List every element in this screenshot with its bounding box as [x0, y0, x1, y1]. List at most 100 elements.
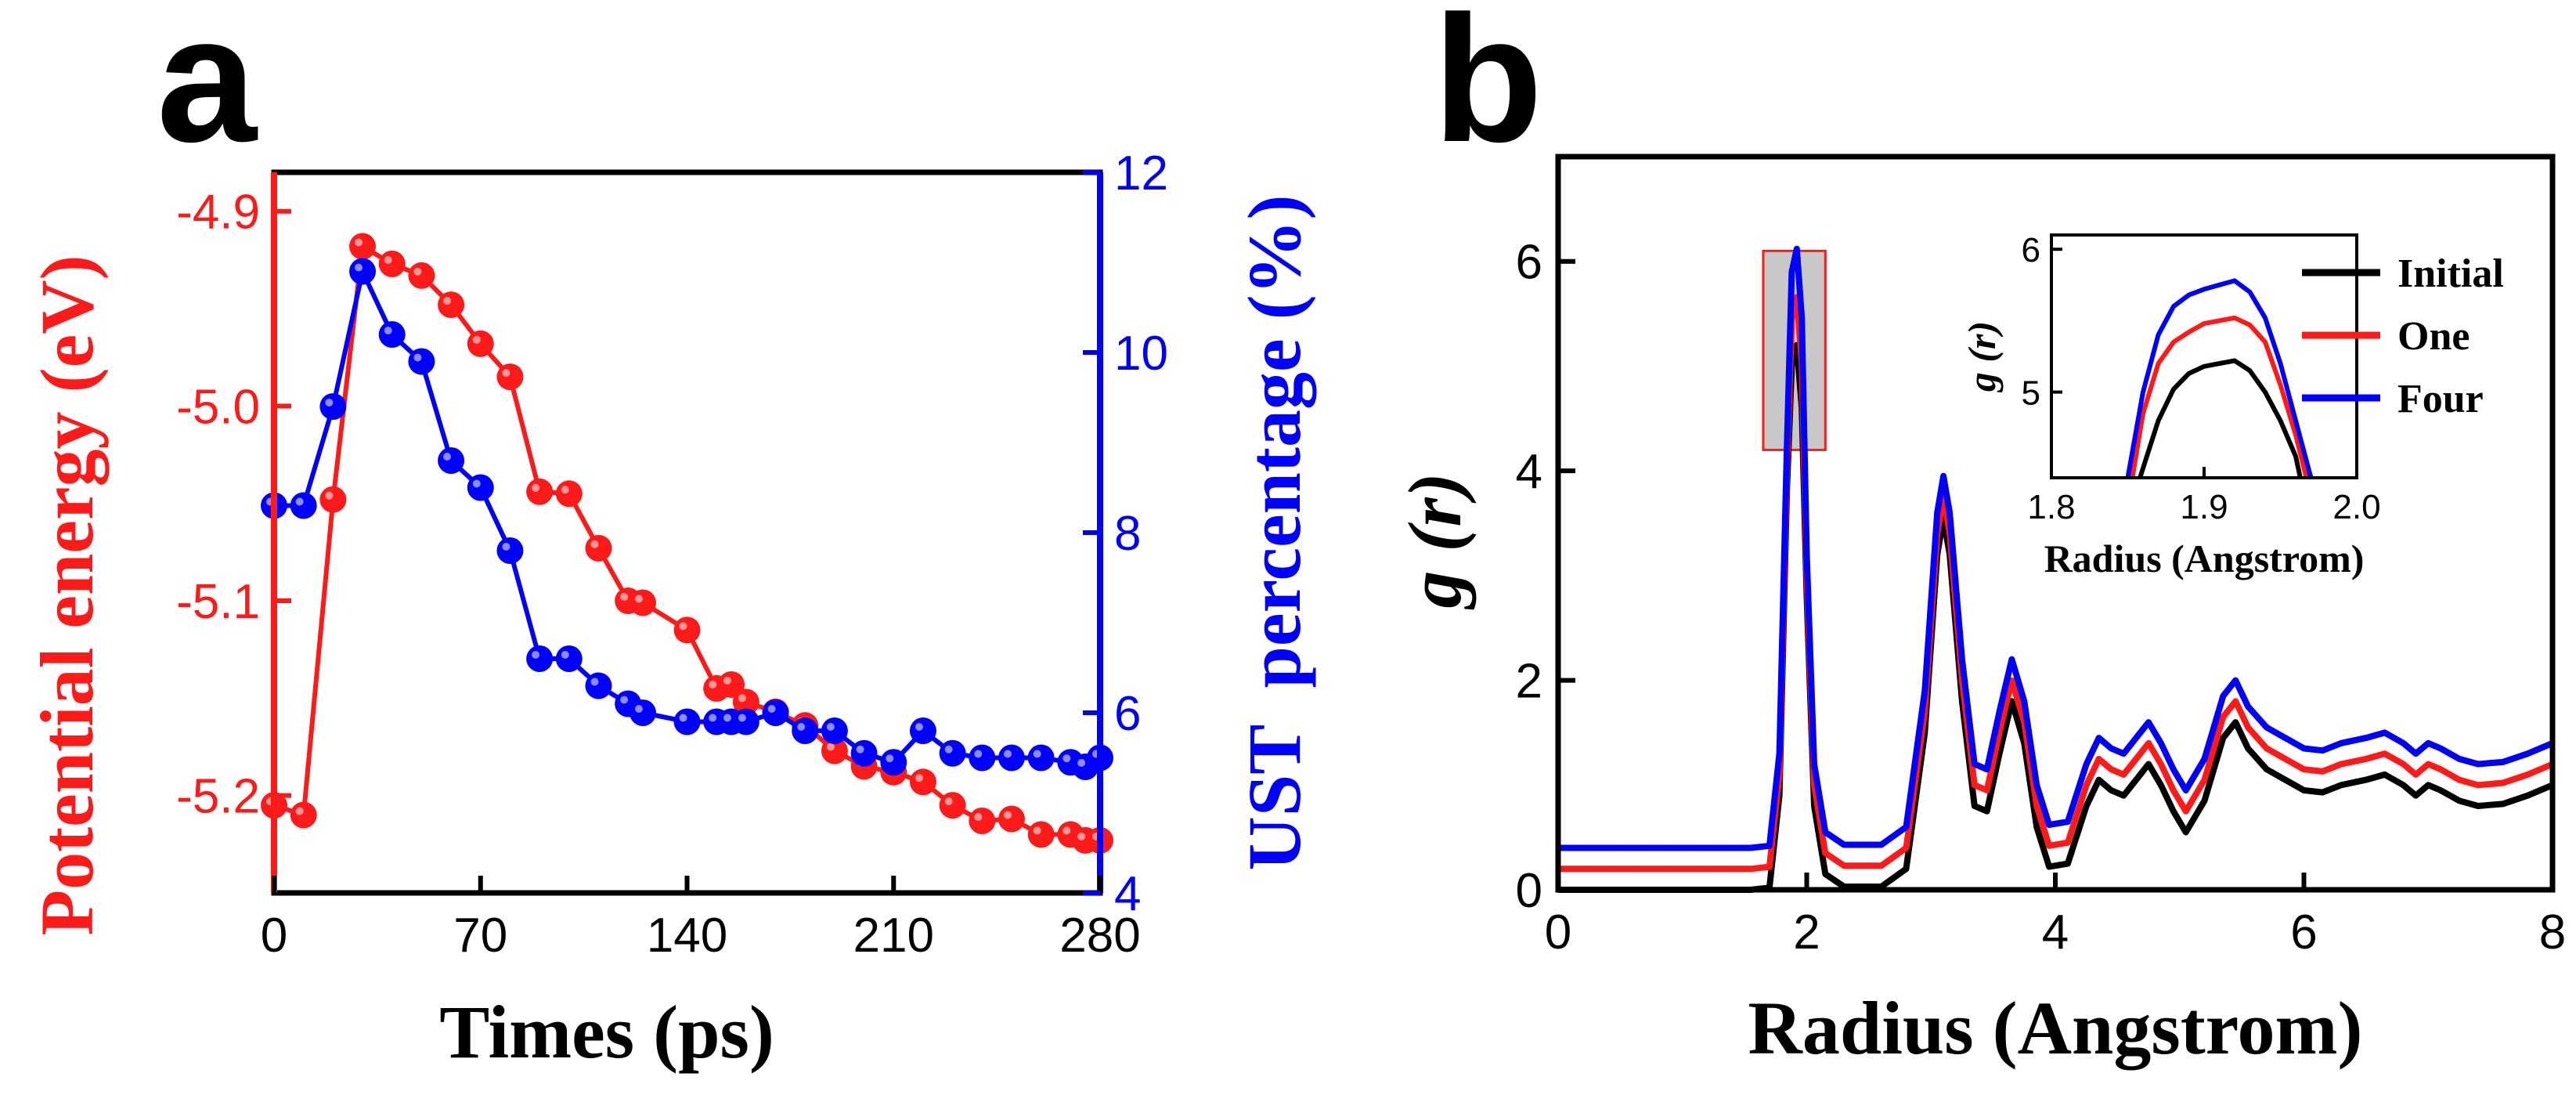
legend-label-one: One [2397, 314, 2470, 359]
ust-percentage-point-highlight [1063, 754, 1071, 763]
potential-energy-point-highlight [826, 743, 835, 751]
x-tick-label-280: 280 [1059, 909, 1140, 963]
legend-item-initial: Initial [2302, 251, 2504, 296]
ust-percentage-point-highlight [620, 696, 629, 704]
ust-percentage-point [319, 393, 347, 420]
ust-percentage-point [850, 739, 878, 767]
potential-energy-point [467, 330, 494, 357]
potential-energy-point-highlight [561, 486, 569, 494]
potential-energy-point-highlight [709, 680, 717, 688]
ust-percentage-point-highlight [679, 714, 687, 722]
panel-a-chart: 0 70 140 210 280 -5.2 -5.1 -5.0 -4.9 4 6 8 10 12 Time… [25, 146, 1316, 1074]
ust-percentage-point-highlight [1003, 750, 1012, 758]
ust-percentage-point [969, 744, 996, 772]
ust-percentage-point-highlight [709, 714, 717, 722]
panel-b-x-title: Radius (Angstrom) [1748, 986, 2363, 1070]
ust-percentage-point-highlight [944, 745, 953, 753]
potential-energy-point-highlight [1077, 832, 1086, 840]
ust-percentage-point-highlight [443, 453, 452, 461]
panel-a-frame [271, 169, 1103, 896]
potential-energy-point-highlight [532, 483, 540, 492]
potential-energy-point-highlight [472, 335, 481, 344]
potential-energy-point [909, 768, 936, 796]
ust-percentage-point [909, 717, 936, 744]
potential-energy-point [969, 808, 996, 834]
legend-item-one: One [2302, 314, 2470, 359]
ust-percentage-point-highlight [590, 678, 599, 686]
potential-energy-point-highlight [634, 594, 643, 603]
right-y-tick-label-6: 6 [1114, 687, 1141, 741]
ust-percentage-point-highlight [472, 479, 481, 488]
potential-energy-point [998, 805, 1025, 833]
legend: Initial One Four [2302, 251, 2504, 421]
ust-percentage-point [555, 645, 583, 672]
panel-a-label: a [157, 0, 258, 179]
right-y-tick-label-10: 10 [1114, 327, 1168, 381]
panel-b-ticks: 0 2 4 6 8 0 2 4 6 [1516, 236, 2567, 959]
b-x-tick-label-6: 6 [2290, 905, 2317, 959]
b-y-tick-label-4: 4 [1516, 445, 1542, 499]
panel-b-y-title: g (r) [1393, 472, 1477, 609]
panel-b-chart: 0 2 4 6 8 0 2 4 6 Radius (Angstrom) g (r) 1.8 1.9… [1393, 154, 2567, 1070]
ust-percentage-point-highlight [384, 327, 392, 334]
potential-energy-point [349, 233, 377, 260]
potential-energy-point-highlight [1063, 826, 1071, 835]
ust-percentage-point [629, 699, 656, 726]
inset-ticks: 1.8 1.9 2.0 5 6 [2022, 231, 2381, 526]
potential-energy-point [939, 792, 966, 819]
ust-percentage-point [408, 348, 435, 375]
ust-percentage-point-highlight [826, 723, 835, 731]
potential-energy-point [555, 480, 583, 508]
left-y-tick-label-5-2: -5.2 [176, 770, 260, 824]
ust-percentage-point-highlight [856, 745, 864, 753]
ust-percentage-point [792, 717, 819, 744]
potential-energy-point-highlight [620, 593, 629, 602]
right-y-tick-label-8: 8 [1114, 507, 1141, 561]
ust-percentage-point-highlight [767, 705, 776, 713]
ust-percentage-point-highlight [723, 714, 732, 722]
right-y-title-part-ust: UST [1232, 725, 1316, 871]
ust-percentage-point [762, 699, 789, 726]
ust-percentage-point-highlight [797, 723, 806, 731]
x-tick-label-140: 140 [647, 909, 727, 963]
potential-energy-point [496, 363, 524, 391]
x-tick-label-210: 210 [853, 909, 934, 963]
potential-energy-point [290, 801, 317, 829]
potential-energy-point-highlight [590, 540, 599, 548]
ust-percentage-point-highlight [355, 263, 363, 272]
potential-energy-point-highlight [502, 369, 511, 378]
potential-energy-point-highlight [723, 676, 732, 685]
ust-percentage-point-highlight [325, 399, 334, 407]
potential-energy-point [1027, 821, 1055, 848]
inset-x-tick-label-1-8: 1.8 [2027, 488, 2075, 526]
potential-energy-point [526, 478, 554, 505]
inset-y-tick-label-5: 5 [2022, 374, 2040, 413]
potential-energy-point [438, 291, 465, 319]
potential-energy-point-highlight [443, 297, 452, 305]
ust-percentage-point [467, 474, 494, 501]
ust-percentage-point [821, 717, 848, 744]
ust-percentage-point [496, 537, 524, 564]
potential-energy-point-highlight [915, 774, 923, 782]
b-y-tick-label-0: 0 [1516, 864, 1542, 918]
ust-percentage-point-highlight [738, 714, 746, 722]
inset-x-title: Radius (Angstrom) [2044, 537, 2365, 580]
left-y-tick-label-5-1: -5.1 [176, 575, 260, 629]
panel-a-data [261, 233, 1113, 854]
potential-energy-point-highlight [944, 797, 953, 806]
inset-y-title: g (r) [1960, 321, 2004, 392]
x-tick-label-0: 0 [261, 909, 287, 963]
left-y-tick-label-5: -5.0 [176, 380, 260, 434]
b-x-tick-label-8: 8 [2539, 905, 2566, 959]
potential-energy-point [378, 250, 406, 277]
inset-x-tick-label-2-0: 2.0 [2332, 488, 2380, 526]
ust-percentage-point [438, 447, 465, 474]
right-y-tick-label-12: 12 [1114, 146, 1168, 201]
inset-one-curve [2130, 315, 2309, 479]
ust-percentage-point [673, 708, 701, 735]
inset-chart: 1.8 1.9 2.0 5 6 Radius (Angstrom) g (r) [1960, 231, 2381, 580]
b-x-tick-label-0: 0 [1545, 905, 1571, 959]
potential-energy-point-highlight [1033, 826, 1041, 835]
panel-a-right-y-title: UST percentage (%) [1232, 194, 1316, 870]
